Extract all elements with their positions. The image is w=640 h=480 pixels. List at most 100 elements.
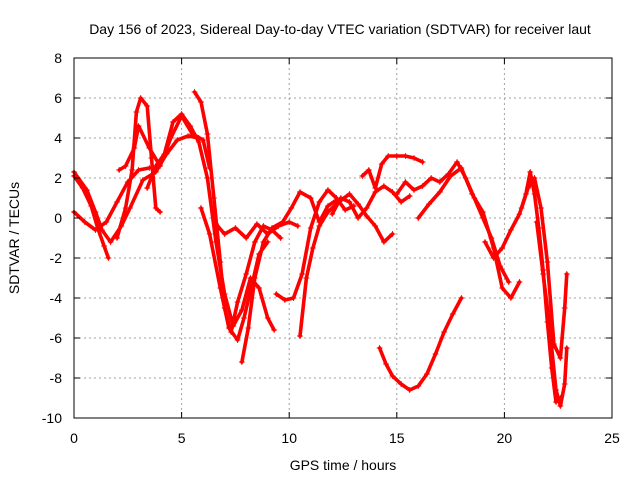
- data-point: [307, 195, 314, 201]
- data-point: [152, 205, 159, 211]
- data-point: [107, 239, 114, 245]
- data-point: [359, 173, 366, 179]
- data-point: [122, 163, 129, 169]
- data-point: [148, 155, 155, 161]
- data-point: [380, 239, 387, 245]
- data-point: [139, 177, 146, 183]
- data-point: [92, 227, 99, 233]
- data-point: [469, 191, 476, 197]
- data-point: [428, 175, 435, 181]
- y-tick-label: -10: [42, 410, 62, 426]
- data-point: [372, 223, 379, 229]
- data-point: [372, 185, 379, 191]
- data-point: [533, 219, 540, 225]
- data-point: [458, 165, 465, 171]
- data-point: [411, 155, 418, 161]
- data-point: [316, 199, 323, 205]
- data-point: [346, 191, 353, 197]
- data-point: [178, 111, 185, 117]
- series-arc-15: [376, 295, 465, 393]
- data-point: [187, 123, 194, 129]
- series-line: [360, 154, 425, 190]
- data-point: [303, 275, 310, 281]
- data-point: [200, 137, 207, 143]
- grid: [74, 58, 612, 418]
- data-point: [458, 295, 465, 301]
- x-tick-label: 25: [604, 430, 620, 446]
- series-arc-19: [518, 175, 570, 361]
- data-point: [383, 361, 390, 367]
- series-arc-20: [533, 219, 570, 409]
- data-point: [114, 235, 121, 241]
- series-arc-16: [393, 159, 512, 285]
- plot-frame: [73, 57, 613, 419]
- data-point: [144, 185, 151, 191]
- data-point: [380, 183, 387, 189]
- data-point: [238, 307, 245, 313]
- y-axis: -10 -8 -6 -4 -2 0 2 4 6 8: [42, 50, 612, 426]
- data-point: [251, 239, 258, 245]
- data-point: [157, 209, 164, 215]
- data-point: [398, 199, 405, 205]
- data-point: [210, 195, 217, 201]
- y-tick-label: 8: [54, 50, 62, 66]
- data-point: [553, 387, 560, 393]
- data-point: [436, 179, 443, 185]
- data-point: [256, 285, 263, 291]
- series-arc-17: [415, 165, 523, 301]
- data-point: [385, 153, 392, 159]
- data-point: [505, 279, 512, 285]
- data-point: [398, 381, 405, 387]
- data-point: [101, 243, 108, 249]
- data-point: [482, 239, 489, 245]
- data-point: [525, 185, 532, 191]
- data-point: [447, 173, 454, 179]
- data-point: [557, 403, 564, 409]
- data-point: [490, 245, 497, 251]
- data-point: [296, 333, 303, 339]
- x-axis-label: GPS time / hours: [290, 457, 397, 473]
- data-point: [161, 151, 168, 157]
- data-point: [169, 119, 176, 125]
- data-point: [378, 161, 385, 167]
- series-layer: [71, 89, 570, 409]
- data-point: [92, 209, 99, 215]
- series-arc-3: [71, 133, 202, 245]
- data-point: [213, 221, 220, 227]
- data-point: [98, 227, 105, 233]
- data-point: [563, 345, 570, 351]
- data-point: [131, 145, 138, 151]
- data-point: [507, 227, 514, 233]
- data-point: [419, 183, 426, 189]
- data-point: [195, 139, 202, 145]
- data-point: [393, 191, 400, 197]
- data-point: [264, 315, 271, 321]
- data-point: [245, 325, 252, 331]
- data-point: [423, 371, 430, 377]
- data-point: [271, 327, 278, 333]
- data-point: [217, 259, 224, 265]
- x-tick-label: 20: [497, 430, 513, 446]
- x-tick-label: 0: [70, 430, 78, 446]
- data-point: [135, 123, 142, 129]
- data-point: [286, 219, 293, 225]
- series-line: [240, 190, 339, 364]
- data-point: [337, 195, 344, 201]
- data-point: [191, 89, 198, 95]
- data-point: [363, 205, 370, 211]
- data-point: [144, 103, 151, 109]
- data-point: [324, 187, 331, 193]
- data-point: [346, 199, 353, 205]
- data-point: [114, 199, 121, 205]
- data-point: [316, 223, 323, 229]
- data-point: [103, 219, 110, 225]
- series-arc-4: [114, 95, 164, 241]
- data-point: [251, 275, 258, 281]
- series-arc-12: [296, 191, 396, 339]
- data-point: [490, 255, 497, 261]
- data-point: [449, 311, 456, 317]
- data-point: [241, 315, 248, 321]
- data-point: [204, 131, 211, 137]
- series-line: [534, 220, 569, 408]
- data-point: [389, 189, 396, 195]
